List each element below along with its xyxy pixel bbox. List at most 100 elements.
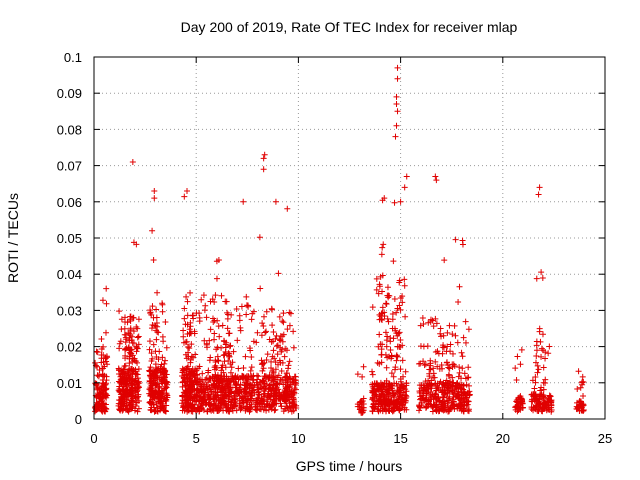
data-point xyxy=(272,198,279,205)
data-point xyxy=(226,343,233,350)
data-point xyxy=(154,329,161,336)
data-point xyxy=(248,364,255,371)
data-point xyxy=(444,343,451,350)
data-point xyxy=(454,339,461,346)
data-point xyxy=(401,184,408,191)
data-point xyxy=(163,344,170,351)
data-point xyxy=(285,365,292,372)
data-point xyxy=(264,351,271,358)
data-point xyxy=(465,326,472,333)
data-point xyxy=(280,310,287,317)
data-point xyxy=(121,331,128,338)
data-point xyxy=(419,315,426,322)
data-point xyxy=(542,376,549,383)
data-point xyxy=(260,378,267,385)
data-point xyxy=(393,309,400,316)
data-point xyxy=(218,292,225,299)
data-point xyxy=(432,173,439,180)
data-point xyxy=(373,286,380,293)
data-point xyxy=(162,374,169,381)
data-point xyxy=(388,352,395,359)
data-point xyxy=(160,338,167,345)
data-point xyxy=(277,337,284,344)
data-point xyxy=(459,353,466,360)
data-point xyxy=(445,371,452,378)
data-point xyxy=(129,339,136,346)
data-point xyxy=(533,402,540,409)
data-point xyxy=(159,354,166,361)
data-point xyxy=(185,363,192,370)
data-point xyxy=(181,305,188,312)
data-point xyxy=(125,375,132,382)
data-point xyxy=(464,374,471,381)
data-point xyxy=(98,335,105,342)
data-point xyxy=(534,369,541,376)
data-point xyxy=(135,397,142,404)
data-point xyxy=(277,359,284,366)
data-point xyxy=(394,353,401,360)
data-point xyxy=(456,283,463,290)
data-point xyxy=(399,293,406,300)
data-point xyxy=(278,348,285,355)
data-point xyxy=(243,373,250,380)
data-point xyxy=(286,404,293,411)
data-point xyxy=(94,372,101,379)
data-point xyxy=(187,289,194,296)
data-point xyxy=(133,388,140,395)
data-point xyxy=(376,360,383,367)
y-tick-label: 0.1 xyxy=(64,50,82,65)
data-point xyxy=(216,333,223,340)
data-point xyxy=(391,199,398,206)
data-point xyxy=(536,393,543,400)
data-point xyxy=(453,403,460,410)
data-point xyxy=(459,365,466,372)
data-point xyxy=(157,399,164,406)
data-point xyxy=(213,258,220,265)
data-point xyxy=(148,350,155,357)
data-point xyxy=(542,355,549,362)
data-point xyxy=(268,365,275,372)
data-point xyxy=(451,322,458,329)
data-point xyxy=(238,303,245,310)
data-point xyxy=(118,399,125,406)
data-point xyxy=(154,289,161,296)
data-point xyxy=(275,270,282,277)
data-point xyxy=(449,387,456,394)
data-point xyxy=(260,313,267,320)
data-point xyxy=(184,187,191,194)
data-point xyxy=(373,381,380,388)
data-point xyxy=(443,348,450,355)
data-point xyxy=(93,399,100,406)
data-point xyxy=(358,399,365,406)
data-point xyxy=(427,318,434,325)
data-point xyxy=(249,377,256,384)
data-point xyxy=(225,311,232,318)
data-point xyxy=(131,381,138,388)
data-point xyxy=(196,378,203,385)
data-point xyxy=(455,299,462,306)
data-point xyxy=(182,382,189,389)
data-point xyxy=(274,342,281,349)
data-point xyxy=(206,375,213,382)
data-point xyxy=(157,365,164,372)
data-point xyxy=(260,406,267,413)
data-point xyxy=(360,363,367,370)
data-point xyxy=(210,318,217,325)
data-point xyxy=(246,385,253,392)
data-point xyxy=(213,275,220,282)
data-point xyxy=(433,387,440,394)
data-point xyxy=(286,309,293,316)
data-point xyxy=(403,406,410,413)
data-point xyxy=(147,364,154,371)
data-point xyxy=(422,361,429,368)
data-point xyxy=(540,394,547,401)
data-point xyxy=(458,407,465,414)
data-point xyxy=(579,373,586,380)
data-point xyxy=(208,407,215,414)
data-point xyxy=(384,284,391,291)
data-point xyxy=(150,341,157,348)
data-point xyxy=(441,257,448,264)
data-point xyxy=(186,392,193,399)
data-point xyxy=(215,357,222,364)
data-point xyxy=(256,234,263,241)
